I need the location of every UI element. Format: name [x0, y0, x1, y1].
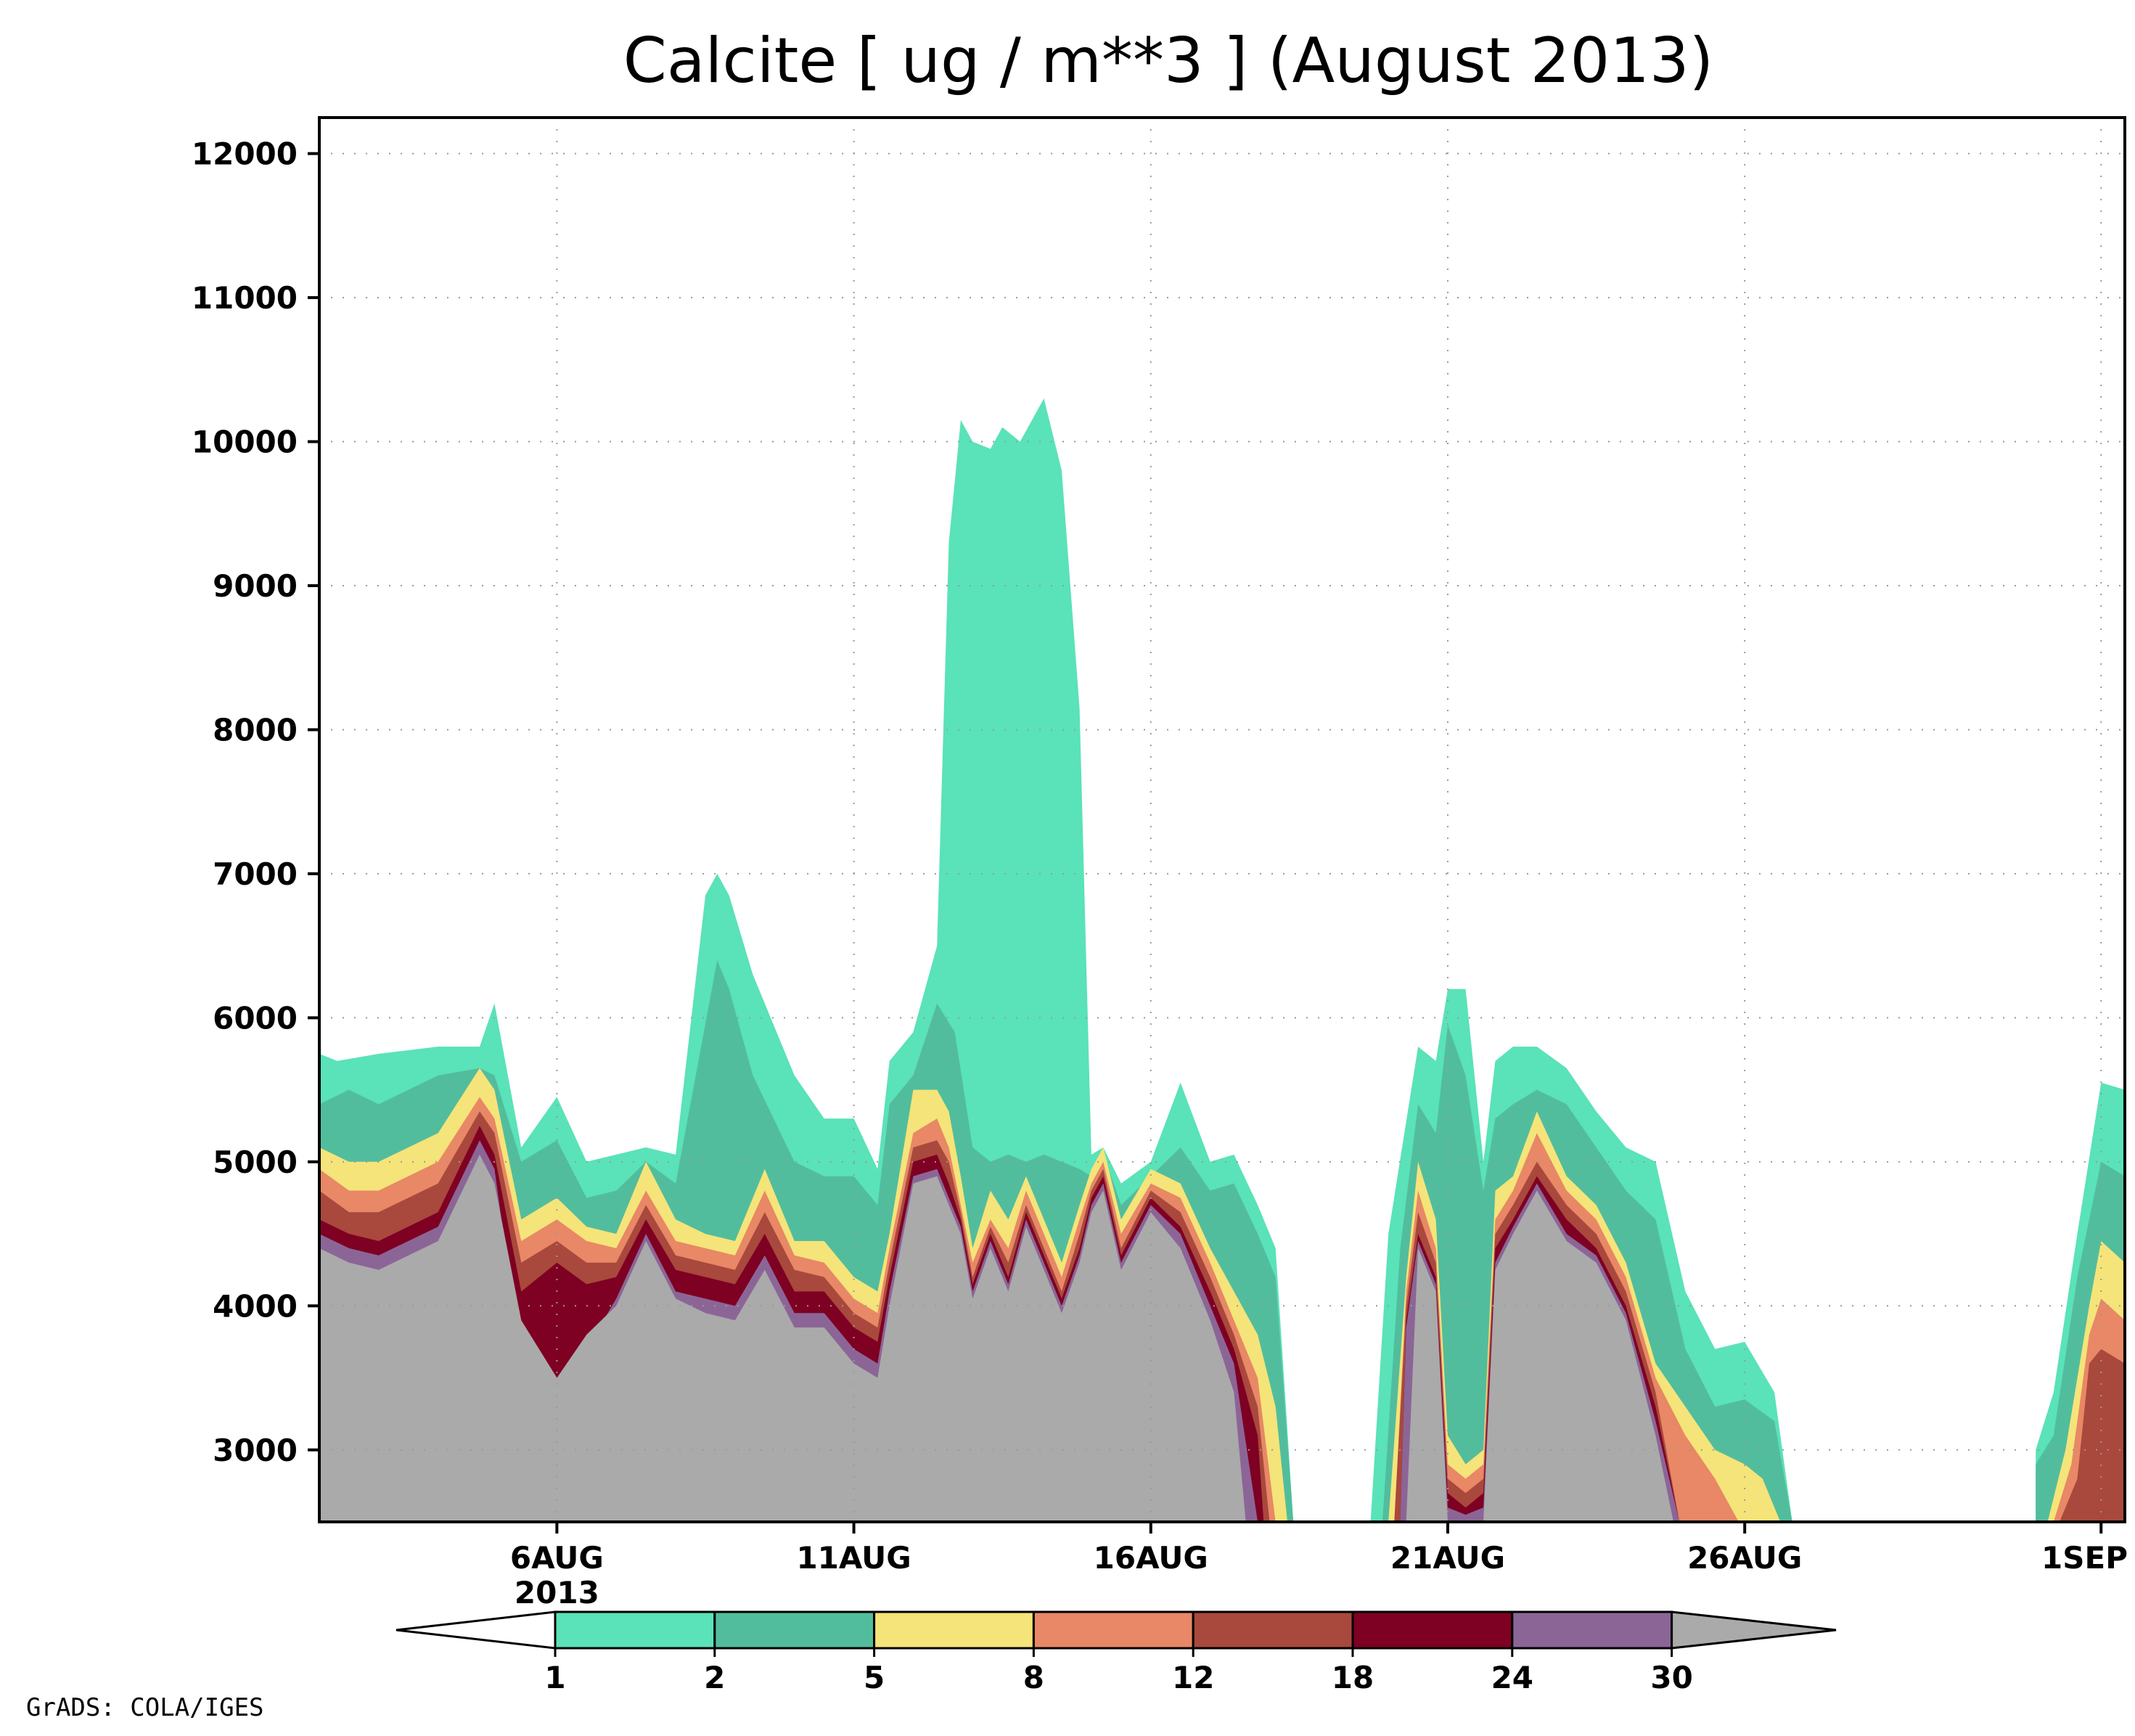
y-tick-label: 7000	[213, 856, 298, 892]
y-tick-label: 12000	[192, 136, 298, 172]
x-tick-label: 6AUG	[510, 1540, 604, 1576]
colorbar-swatch	[1032, 1610, 1194, 1650]
y-tick-label: 9000	[213, 568, 298, 604]
contour-band-12	[2060, 1348, 2125, 1522]
colorbar-label: 24	[1491, 1660, 1533, 1695]
grads-credit: GrADS: COLA/IGES	[26, 1693, 264, 1722]
y-tick-label: 3000	[213, 1433, 298, 1468]
colorbar-swatch	[554, 1610, 716, 1650]
contour-fills	[319, 398, 2125, 1522]
x-tick-label: 16AUG	[1094, 1540, 1208, 1576]
colorbar-swatch	[713, 1610, 876, 1650]
x-tick-label: 1SEP	[2041, 1540, 2128, 1576]
colorbar-label: 1	[544, 1660, 565, 1695]
colorbar-swatch	[1351, 1610, 1514, 1650]
y-tick-label: 8000	[213, 712, 298, 748]
colorbar-label: 30	[1650, 1660, 1692, 1695]
x-tick-label: 21AUG	[1390, 1540, 1505, 1576]
contour-band-30	[1406, 1190, 1673, 1522]
colorbar: 1 2 5 8 12 18 24 30	[396, 1610, 1837, 1695]
y-tick-label: 5000	[213, 1145, 298, 1180]
plot-frame	[318, 116, 2126, 1523]
colorbar-swatch	[1192, 1610, 1354, 1650]
x-tick-label: 11AUG	[796, 1540, 911, 1576]
colorbar-over-arrow	[1671, 1610, 1837, 1650]
x-tick-label: 2013	[515, 1575, 599, 1610]
colorbar-label: 2	[704, 1660, 725, 1695]
colorbar-swatch	[873, 1610, 1035, 1650]
colorbar-label: 12	[1172, 1660, 1214, 1695]
x-tick-label: 26AUG	[1687, 1540, 1802, 1576]
colorbar-under-arrow	[396, 1610, 557, 1650]
y-axis: 3000 4000 5000 6000 7000 8000 9000 10000 11000 12…	[192, 136, 319, 1468]
y-tick-label: 4000	[213, 1288, 298, 1324]
colorbar-label: 5	[864, 1660, 885, 1695]
colorbar-label: 18	[1332, 1660, 1374, 1695]
y-tick-label: 6000	[213, 1000, 298, 1036]
contour-band-30	[319, 1154, 1246, 1522]
colorbar-swatch	[1511, 1610, 1673, 1650]
chart-title: Calcite [ ug / m**3 ] (August 2013)	[623, 25, 1713, 97]
y-tick-label: 10000	[192, 425, 298, 460]
colorbar-label: 8	[1023, 1660, 1044, 1695]
y-tick-label: 11000	[192, 280, 298, 316]
